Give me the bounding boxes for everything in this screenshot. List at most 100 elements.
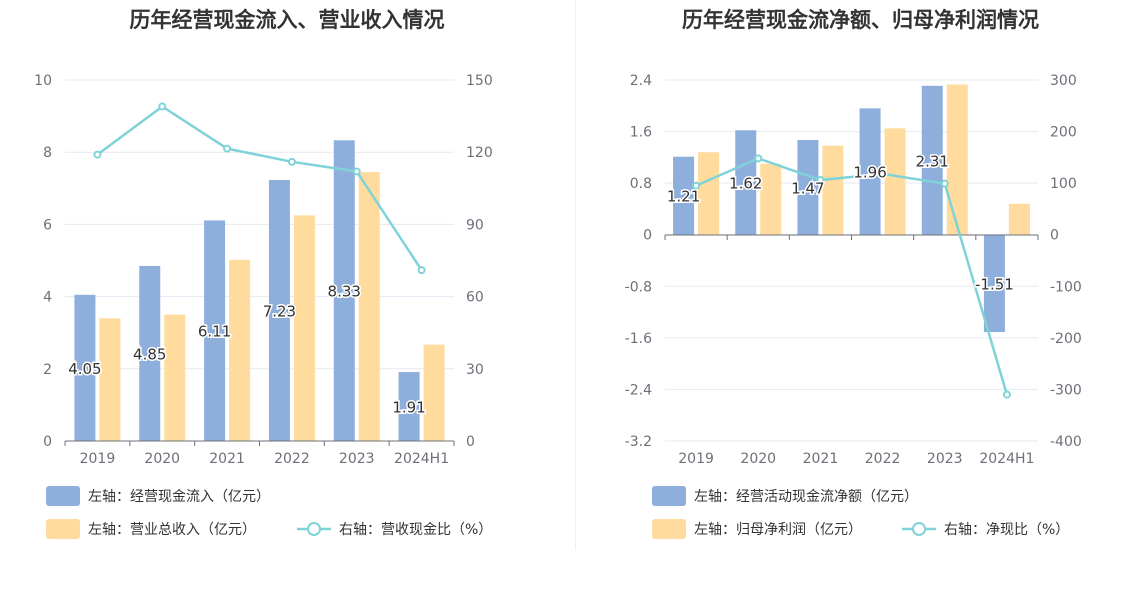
ratio-point — [417, 266, 426, 275]
y-right-tick-label: 60 — [466, 290, 484, 306]
y-left-tick-label: 10 — [34, 73, 52, 89]
bar-value-label: 1.96 — [853, 164, 886, 182]
y-left-tick-label: 6 — [43, 217, 52, 233]
x-tick-label: 2021 — [209, 451, 245, 467]
x-tick-label: 2019 — [80, 451, 116, 467]
ratio-point — [1002, 390, 1011, 399]
y-right-tick-label: 0 — [466, 434, 475, 450]
ratio-point — [692, 181, 701, 190]
x-tick-label: 2021 — [803, 451, 839, 467]
x-tick-label: 2023 — [339, 451, 375, 467]
ratio-point — [352, 167, 361, 176]
legend-swatch-bar-secondary — [46, 519, 80, 539]
legend-label: 左轴：归母净利润（亿元） — [694, 521, 862, 538]
ratio-point — [754, 154, 763, 163]
y-left-tick-label: -1.6 — [625, 331, 652, 347]
x-tick-label: 2020 — [740, 451, 776, 467]
x-tick-label: 2020 — [144, 451, 180, 467]
legend-label: 右轴：净现比（%） — [944, 522, 1069, 538]
ratio-point — [940, 179, 949, 188]
bar-value-label: -1.51 — [975, 275, 1014, 293]
y-left-tick-label: 8 — [43, 145, 52, 161]
y-left-tick-label: 2 — [43, 362, 52, 378]
y-right-tick-label: -400 — [1050, 434, 1082, 450]
y-right-tick-label: 150 — [466, 73, 493, 89]
bar-primary — [268, 179, 290, 441]
y-left-tick-label: -0.8 — [625, 279, 652, 295]
y-left-tick-label: 2.4 — [630, 73, 652, 89]
bar-value-label: 2.31 — [916, 152, 949, 170]
bar-primary — [398, 372, 420, 441]
y-right-tick-label: -300 — [1050, 382, 1082, 398]
bar-value-label: 4.85 — [133, 345, 166, 363]
legend-label: 左轴：经营活动现金流净额（亿元） — [694, 489, 918, 505]
bar-primary — [673, 156, 695, 235]
x-tick-label: 2022 — [274, 451, 310, 467]
bar-secondary — [358, 172, 380, 441]
ratio-point — [287, 157, 296, 166]
legend-label: 左轴：经营现金流入（亿元） — [88, 489, 270, 505]
y-right-tick-label: -200 — [1050, 331, 1082, 347]
bar-value-label: 8.33 — [328, 283, 361, 301]
ratio-point — [878, 169, 887, 178]
bar-secondary — [229, 259, 251, 441]
bar-secondary — [698, 152, 720, 235]
legend-label: 右轴：营收现金比（%） — [339, 522, 492, 538]
x-tick-label: 2024H1 — [979, 451, 1034, 467]
bar-primary — [204, 220, 226, 441]
bar-primary — [797, 139, 819, 235]
y-right-tick-label: 100 — [1050, 176, 1077, 192]
bar-secondary — [423, 344, 445, 441]
bar-primary — [735, 130, 757, 235]
panel-divider — [575, 0, 576, 550]
bar-value-label: 6.11 — [198, 323, 231, 341]
ratio-point — [93, 150, 102, 159]
ratio-line — [96, 104, 423, 271]
y-left-tick-label: 4 — [43, 290, 52, 306]
bar-value-label: 7.23 — [263, 302, 296, 320]
x-tick-label: 2022 — [865, 451, 901, 467]
bar-primary — [983, 234, 1005, 333]
legend-swatch-point — [307, 522, 321, 536]
chart-panel-cash-inflow: 历年经营现金流入、营业收入情况 0 2 4 6 8 10 0 30 60 90 120 150 2019… — [34, 8, 493, 539]
y-right-tick-label: 0 — [1050, 228, 1059, 244]
y-right-tick-label: 200 — [1050, 125, 1077, 141]
y-right-tick-label: 30 — [466, 362, 484, 378]
y-left-tick-label: 0 — [643, 228, 652, 244]
bar-secondary — [164, 314, 186, 441]
ratio-point — [158, 102, 167, 111]
bar-value-label: 1.47 — [791, 179, 824, 197]
legend-swatch-point — [912, 522, 926, 536]
legend-swatch-bar-primary — [46, 486, 80, 506]
y-left-tick-label: 0 — [43, 434, 52, 450]
bar-secondary — [760, 163, 782, 235]
chart-svg: 0 2 4 6 8 10 0 30 60 90 120 150 2019 2020 2021 2022 2023… — [34, 73, 493, 539]
bar-primary — [859, 108, 881, 235]
chart-title: 历年经营现金流入、营业收入情况 — [129, 8, 445, 32]
bar-value-label: 1.21 — [667, 188, 700, 206]
x-tick-label: 2019 — [678, 451, 714, 467]
bar-secondary — [293, 215, 315, 441]
y-right-tick-label: -100 — [1050, 279, 1082, 295]
chart-title: 历年经营现金流净额、归母净利润情况 — [682, 8, 1039, 32]
bar-primary — [139, 265, 161, 441]
y-right-tick-label: 90 — [466, 217, 484, 233]
y-left-tick-label: 1.6 — [630, 125, 652, 141]
y-right-tick-label: 300 — [1050, 73, 1077, 89]
chart-svg: -3.2 -2.4 -1.6 -0.8 0 0.8 1.6 2.4 -400 -300 -200 -1… — [625, 73, 1082, 539]
legend-swatch-bar-primary — [652, 486, 686, 506]
ratio-line — [695, 157, 1009, 395]
bar-secondary — [1008, 203, 1030, 235]
bar-secondary — [99, 318, 121, 441]
y-left-tick-label: 0.8 — [630, 176, 652, 192]
bar-value-label: 1.62 — [729, 174, 762, 192]
bar-secondary — [946, 84, 968, 235]
bar-secondary — [822, 145, 844, 235]
legend-label: 左轴：营业总收入（亿元） — [88, 522, 256, 538]
chart-panel-net-cash-flow: 历年经营现金流净额、归母净利润情况 -3.2 -2.4 -1.6 -0.8 0 0.8 1.… — [574, 0, 1147, 589]
y-right-tick-label: 120 — [466, 145, 493, 161]
y-left-tick-label: -2.4 — [625, 382, 652, 398]
ratio-point — [223, 144, 232, 153]
x-tick-label: 2024H1 — [394, 451, 449, 467]
y-left-tick-label: -3.2 — [625, 434, 652, 450]
